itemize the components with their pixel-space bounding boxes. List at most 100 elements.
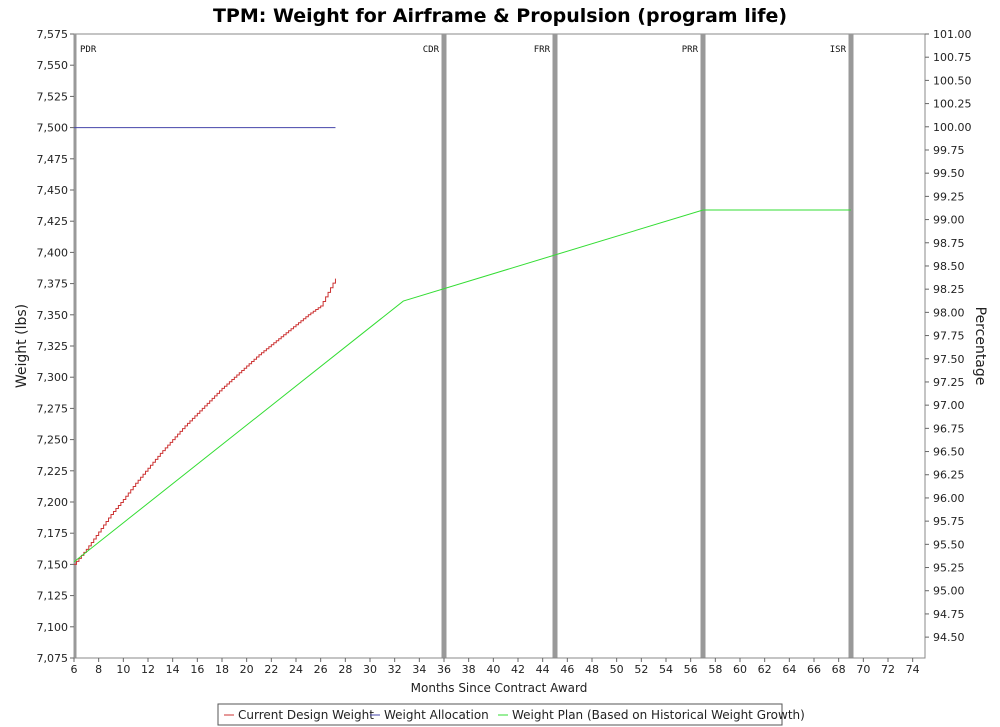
x-tick-label: 62	[758, 663, 772, 676]
series-line-0	[74, 278, 336, 565]
y-axis-left: 7,075 7,100 7,125 7,150 7,175 7,200 7,225 7,250…	[37, 28, 74, 665]
y2-tick-label: 100.25	[933, 98, 972, 111]
x-tick-label: 30	[363, 663, 377, 676]
x-tick-label: 66	[807, 663, 821, 676]
y-tick-label: 7,575	[37, 28, 69, 41]
x-tick-label: 72	[881, 663, 895, 676]
x-tick-label: 22	[264, 663, 278, 676]
x-tick-label: 50	[610, 663, 624, 676]
y-tick-label: 7,550	[37, 59, 69, 72]
milestone-label-isr: ISR	[830, 45, 847, 55]
y-tick-label: 7,275	[37, 402, 69, 415]
series-layer	[73, 127, 851, 565]
x-tick-label: 64	[782, 663, 796, 676]
x-tick-label: 12	[141, 663, 155, 676]
y-tick-label: 7,400	[37, 246, 69, 259]
x-tick-label: 18	[215, 663, 229, 676]
y2-tick-label: 95.50	[933, 538, 965, 551]
y2-tick-label: 95.25	[933, 562, 965, 575]
x-tick-label: 20	[240, 663, 254, 676]
x-tick-label: 44	[536, 663, 550, 676]
y2-tick-label: 99.75	[933, 144, 965, 157]
x-tick-label: 8	[95, 663, 102, 676]
x-tick-label: 60	[733, 663, 747, 676]
y-tick-label: 7,375	[37, 278, 69, 291]
y-tick-label: 7,425	[37, 215, 69, 228]
y2-tick-label: 94.75	[933, 608, 965, 621]
y2-tick-label: 98.50	[933, 260, 965, 273]
y-tick-label: 7,225	[37, 465, 69, 478]
y-tick-label: 7,500	[37, 122, 69, 135]
legend: Current Design Weight Weight Allocation We…	[217, 703, 805, 726]
x-tick-label: 52	[634, 663, 648, 676]
milestone-label-frr: FRR	[534, 45, 551, 55]
x-axis: 6 8 10 12 14 16 18 20 22 24 26 28 30 32 34 36 38 40 42 44 46…	[71, 657, 925, 676]
y-tick-label: 7,350	[37, 309, 69, 322]
y-tick-label: 7,100	[37, 621, 69, 634]
x-tick-label: 54	[659, 663, 673, 676]
x-tick-label: 34	[412, 663, 426, 676]
legend-label: Weight Allocation	[384, 708, 489, 722]
y2-tick-label: 98.25	[933, 283, 965, 296]
legend-label: Weight Plan (Based on Historical Weight …	[512, 708, 805, 722]
milestones: PDR CDR FRR PRR ISR	[73, 34, 854, 658]
y2-tick-label: 97.75	[933, 330, 965, 343]
x-tick-label: 6	[71, 663, 78, 676]
y2-tick-label: 95.75	[933, 515, 965, 528]
plot-area	[73, 33, 926, 659]
y2-tick-label: 99.25	[933, 190, 965, 203]
x-tick-label: 36	[437, 663, 451, 676]
milestone-label-prr: PRR	[682, 45, 699, 55]
y2-tick-label: 99.50	[933, 167, 965, 180]
x-tick-label: 48	[585, 663, 599, 676]
x-tick-label: 26	[314, 663, 328, 676]
x-tick-label: 70	[856, 663, 870, 676]
y2-tick-label: 97.25	[933, 376, 965, 389]
x-tick-label: 40	[486, 663, 500, 676]
x-tick-label: 28	[338, 663, 352, 676]
y2-tick-label: 96.25	[933, 469, 965, 482]
y2-axis-label: Percentage	[972, 307, 988, 386]
y-tick-label: 7,450	[37, 184, 69, 197]
y2-tick-label: 98.00	[933, 306, 965, 319]
y2-tick-label: 95.00	[933, 585, 965, 598]
x-tick-label: 68	[832, 663, 846, 676]
x-tick-label: 16	[190, 663, 204, 676]
y-tick-label: 7,075	[37, 652, 69, 665]
milestone-label-cdr: CDR	[423, 45, 440, 55]
y2-tick-label: 101.00	[933, 28, 972, 41]
y-tick-label: 7,325	[37, 340, 69, 353]
y2-tick-label: 98.75	[933, 237, 965, 250]
x-tick-label: 56	[684, 663, 698, 676]
y-tick-label: 7,525	[37, 90, 69, 103]
y2-tick-label: 96.75	[933, 422, 965, 435]
y-tick-label: 7,250	[37, 434, 69, 447]
y-tick-label: 7,125	[37, 590, 69, 603]
x-tick-label: 10	[116, 663, 130, 676]
y2-tick-label: 96.50	[933, 446, 965, 459]
y-tick-label: 7,150	[37, 558, 69, 571]
x-tick-label: 42	[511, 663, 525, 676]
chart-title: TPM: Weight for Airframe & Propulsion (p…	[213, 5, 787, 27]
milestone-label-pdr: PDR	[80, 45, 97, 55]
x-tick-label: 74	[906, 663, 920, 676]
y2-tick-label: 100.75	[933, 51, 972, 64]
x-axis-label: Months Since Contract Award	[411, 681, 588, 695]
y2-tick-label: 94.50	[933, 631, 965, 644]
x-tick-label: 24	[289, 663, 303, 676]
x-tick-label: 58	[708, 663, 722, 676]
y2-tick-label: 100.00	[933, 121, 972, 134]
x-tick-label: 38	[462, 663, 476, 676]
series-line-2	[73, 209, 851, 563]
y-tick-label: 7,300	[37, 371, 69, 384]
y2-tick-label: 97.50	[933, 353, 965, 366]
y2-tick-label: 99.00	[933, 214, 965, 227]
y2-tick-label: 96.00	[933, 492, 965, 505]
y-tick-label: 7,175	[37, 527, 69, 540]
y-axis-label: Weight (lbs)	[14, 304, 30, 388]
y-tick-label: 7,200	[37, 496, 69, 509]
y-tick-label: 7,475	[37, 153, 69, 166]
y2-tick-label: 97.00	[933, 399, 965, 412]
x-tick-label: 46	[560, 663, 574, 676]
